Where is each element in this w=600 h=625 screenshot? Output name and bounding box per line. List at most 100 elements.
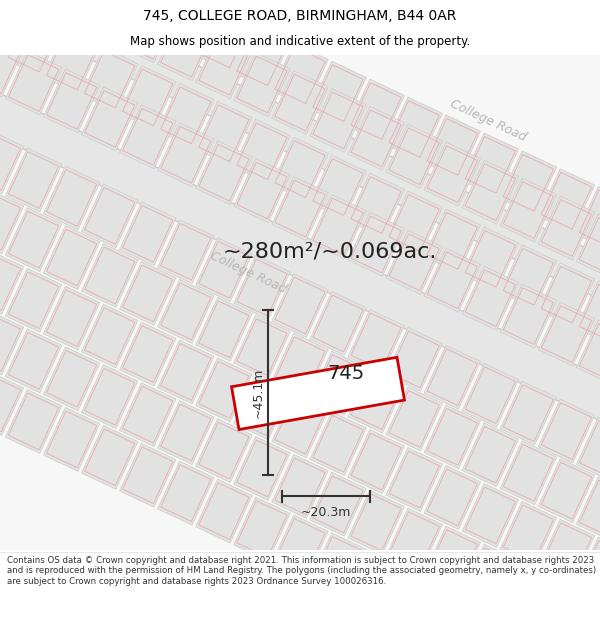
Polygon shape	[234, 119, 290, 183]
Polygon shape	[538, 262, 595, 327]
Polygon shape	[158, 220, 214, 284]
Polygon shape	[500, 178, 557, 242]
Polygon shape	[500, 245, 557, 309]
Polygon shape	[43, 408, 100, 471]
Polygon shape	[5, 148, 62, 212]
Text: 745: 745	[328, 364, 365, 382]
Polygon shape	[577, 417, 600, 481]
Polygon shape	[272, 138, 328, 201]
Polygon shape	[5, 51, 62, 115]
Polygon shape	[310, 291, 366, 356]
Polygon shape	[119, 0, 176, 62]
Polygon shape	[196, 358, 252, 422]
Polygon shape	[577, 477, 600, 541]
Polygon shape	[234, 52, 290, 116]
Polygon shape	[348, 173, 404, 237]
Polygon shape	[424, 405, 481, 469]
Polygon shape	[272, 177, 328, 241]
Polygon shape	[462, 423, 518, 487]
Text: Map shows position and indicative extent of the property.: Map shows position and indicative extent…	[130, 35, 470, 48]
Polygon shape	[500, 501, 557, 565]
Polygon shape	[386, 508, 442, 572]
Polygon shape	[158, 123, 214, 187]
Text: 745, COLLEGE ROAD, BIRMINGHAM, B44 0AR: 745, COLLEGE ROAD, BIRMINGHAM, B44 0AR	[143, 9, 457, 24]
Polygon shape	[272, 333, 328, 397]
Polygon shape	[462, 160, 518, 224]
Polygon shape	[310, 533, 366, 597]
Polygon shape	[577, 214, 600, 278]
Polygon shape	[310, 61, 366, 125]
Polygon shape	[538, 459, 595, 522]
Polygon shape	[119, 382, 176, 446]
Polygon shape	[234, 256, 290, 319]
Polygon shape	[82, 304, 138, 368]
Polygon shape	[82, 48, 138, 111]
Polygon shape	[196, 141, 252, 204]
Polygon shape	[386, 231, 442, 294]
Polygon shape	[386, 191, 442, 255]
Polygon shape	[577, 538, 600, 601]
Polygon shape	[0, 311, 23, 375]
Polygon shape	[0, 47, 600, 468]
Polygon shape	[119, 443, 176, 507]
Polygon shape	[119, 202, 176, 266]
Polygon shape	[158, 340, 214, 404]
Polygon shape	[196, 238, 252, 302]
Text: ~280m²/~0.069ac.: ~280m²/~0.069ac.	[223, 242, 437, 262]
Polygon shape	[462, 266, 518, 330]
Polygon shape	[386, 448, 442, 511]
Polygon shape	[196, 101, 252, 165]
Polygon shape	[462, 133, 518, 197]
Polygon shape	[577, 187, 600, 251]
Polygon shape	[5, 268, 62, 332]
Polygon shape	[538, 399, 595, 463]
Text: College Road: College Road	[448, 98, 528, 144]
Polygon shape	[272, 43, 328, 107]
Polygon shape	[43, 69, 100, 133]
Polygon shape	[158, 84, 214, 148]
Polygon shape	[234, 376, 290, 440]
Polygon shape	[310, 412, 366, 476]
Polygon shape	[424, 115, 481, 179]
Polygon shape	[386, 124, 442, 188]
Polygon shape	[82, 0, 138, 18]
Polygon shape	[158, 461, 214, 525]
Polygon shape	[43, 166, 100, 230]
Text: College Road: College Road	[208, 249, 288, 296]
Polygon shape	[196, 479, 252, 543]
Polygon shape	[348, 490, 404, 554]
Polygon shape	[538, 302, 595, 366]
Polygon shape	[82, 87, 138, 151]
Polygon shape	[0, 251, 23, 314]
Polygon shape	[196, 298, 252, 361]
Polygon shape	[348, 79, 404, 143]
Polygon shape	[462, 227, 518, 291]
Polygon shape	[462, 605, 518, 625]
Polygon shape	[234, 315, 290, 379]
Polygon shape	[5, 329, 62, 392]
Polygon shape	[348, 551, 404, 615]
Polygon shape	[119, 66, 176, 129]
Polygon shape	[424, 142, 481, 206]
Polygon shape	[272, 274, 328, 338]
Polygon shape	[5, 208, 62, 271]
Polygon shape	[232, 357, 404, 429]
Polygon shape	[538, 169, 595, 232]
Polygon shape	[348, 213, 404, 276]
Polygon shape	[5, 389, 62, 453]
Polygon shape	[196, 35, 252, 99]
Polygon shape	[119, 105, 176, 169]
Polygon shape	[234, 436, 290, 501]
Polygon shape	[500, 151, 557, 215]
Polygon shape	[386, 97, 442, 161]
Polygon shape	[386, 569, 442, 625]
Polygon shape	[43, 286, 100, 350]
Polygon shape	[82, 0, 138, 45]
Polygon shape	[5, 12, 62, 76]
Polygon shape	[119, 0, 176, 36]
Polygon shape	[424, 587, 481, 625]
Polygon shape	[158, 17, 214, 81]
Polygon shape	[462, 544, 518, 608]
Text: ~20.3m: ~20.3m	[301, 506, 351, 519]
Polygon shape	[196, 419, 252, 482]
